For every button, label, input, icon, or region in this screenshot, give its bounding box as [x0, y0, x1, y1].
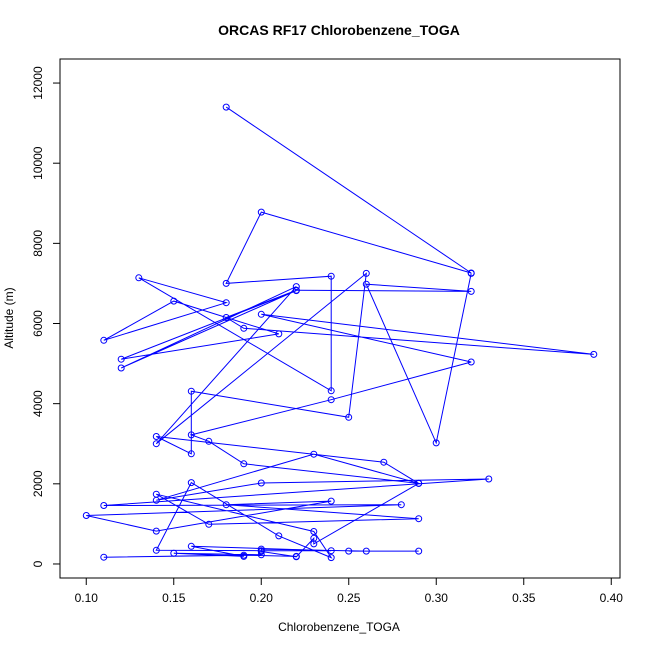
series-1 — [82, 103, 493, 562]
data-point — [327, 554, 335, 562]
y-tick-label: 8000 — [31, 230, 45, 257]
data-point — [345, 547, 353, 555]
data-point — [327, 497, 335, 505]
data-point — [310, 534, 318, 542]
data-point — [327, 387, 335, 395]
y-tick-label: 0 — [31, 560, 45, 567]
data-point — [100, 336, 108, 344]
data-point — [170, 297, 178, 305]
data-point — [205, 437, 213, 445]
data-point — [345, 413, 353, 421]
data-point — [222, 279, 230, 287]
data-point — [415, 479, 423, 487]
data-point — [415, 515, 423, 523]
x-tick-label: 0.35 — [512, 591, 536, 605]
data-point — [380, 458, 388, 466]
x-tick-label: 0.30 — [425, 591, 449, 605]
data-point — [152, 527, 160, 535]
data-point — [240, 551, 248, 559]
data-point — [100, 553, 108, 561]
axis-layer: 0.10 0.15 0.20 0.25 0.30 0.35 0.40 0 2000 4000 600… — [31, 66, 623, 605]
plot-frame — [59, 58, 621, 579]
data-point — [240, 324, 248, 332]
y-tick-label: 12000 — [31, 66, 45, 100]
x-tick-label: 0.40 — [600, 591, 624, 605]
data-point — [152, 440, 160, 448]
series-line — [189, 273, 594, 558]
x-tick-label: 0.10 — [75, 591, 99, 605]
data-point — [362, 547, 370, 555]
data-point — [397, 501, 405, 509]
data-point — [432, 439, 440, 447]
data-point — [117, 364, 125, 372]
data-point — [275, 532, 283, 540]
data-point — [467, 287, 475, 295]
data-point — [222, 299, 230, 307]
data-point — [292, 283, 300, 291]
data-point — [135, 274, 143, 282]
data-point — [327, 396, 335, 404]
data-point — [257, 208, 265, 216]
data-point — [310, 450, 318, 458]
data-point — [485, 475, 493, 483]
data-point — [292, 286, 300, 294]
series-layer — [82, 103, 598, 562]
data-point — [205, 520, 213, 528]
data-point — [170, 549, 178, 557]
data-point — [240, 460, 248, 468]
y-tick-label: 2000 — [31, 470, 45, 497]
data-point — [257, 548, 265, 555]
data-point — [222, 314, 230, 321]
chart-title: ORCAS RF17 Chlorobenzene_TOGA — [218, 22, 460, 38]
data-point — [362, 269, 370, 277]
data-point — [117, 355, 125, 363]
data-point — [152, 490, 160, 498]
data-point — [362, 280, 370, 288]
data-point — [82, 512, 90, 519]
y-tick-label: 6000 — [31, 310, 45, 337]
data-point — [257, 479, 265, 487]
data-point — [187, 387, 195, 395]
data-point — [222, 501, 230, 509]
data-point — [415, 547, 423, 555]
x-tick-label: 0.25 — [337, 591, 361, 605]
data-point — [257, 310, 265, 318]
data-point — [187, 431, 195, 439]
x-tick-label: 0.15 — [162, 591, 186, 605]
data-point — [590, 350, 598, 358]
data-point — [100, 502, 108, 509]
data-point — [152, 433, 160, 440]
data-point — [187, 479, 195, 487]
data-point — [467, 358, 475, 366]
data-point — [152, 546, 160, 554]
y-axis-label: Altitude (m) — [2, 287, 16, 348]
data-point — [257, 545, 265, 553]
x-tick-label: 0.20 — [250, 591, 274, 605]
data-point — [222, 103, 230, 111]
data-point — [467, 269, 475, 277]
data-point — [327, 272, 335, 280]
data-point — [292, 553, 300, 561]
series-2 — [187, 269, 598, 561]
data-point — [187, 542, 195, 550]
data-point — [187, 450, 195, 458]
y-tick-label: 4000 — [31, 390, 45, 417]
x-axis-label: Chlorobenzene_TOGA — [278, 620, 400, 634]
y-tick-label: 10000 — [31, 146, 45, 180]
series-line — [86, 106, 489, 559]
data-point — [310, 528, 318, 535]
